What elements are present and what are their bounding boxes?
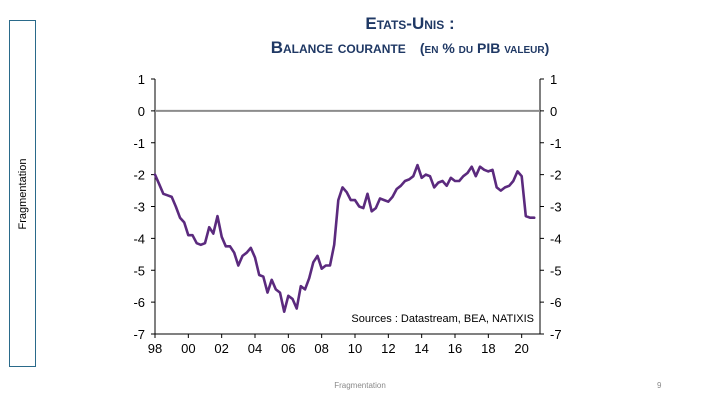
y-tick-label-right: -5 — [550, 263, 562, 278]
x-tick-label: 20 — [514, 341, 528, 356]
x-tick-label: 98 — [148, 341, 162, 356]
y-tick-label-right: -3 — [550, 200, 562, 215]
chart-title-line2: Balance courante (en % du PIB valeur) — [160, 38, 660, 58]
y-tick-label-left: -4 — [133, 231, 145, 246]
page-number: 9 — [657, 381, 662, 390]
y-tick-label-right: -6 — [550, 295, 562, 310]
y-tick-label-left: -7 — [133, 327, 145, 342]
x-tick-label: 04 — [248, 341, 262, 356]
series-line — [153, 163, 536, 314]
y-tick-label-right: -4 — [550, 231, 562, 246]
x-tick-label: 18 — [481, 341, 495, 356]
y-tick-label-left: -6 — [133, 295, 145, 310]
chart-title-country: Etats-Unis : — [365, 14, 455, 33]
footer-label: Fragmentation — [334, 381, 386, 390]
chart-title-unit: (en % du PIB valeur) — [419, 40, 550, 56]
y-tick-label-left: -1 — [133, 136, 145, 151]
chart-title-main: Balance courante — [270, 38, 406, 57]
x-tick-label: 02 — [214, 341, 228, 356]
x-tick-label: 08 — [314, 341, 328, 356]
y-tick-label-left: -5 — [133, 263, 145, 278]
source-annotation: Sources : Datastream, BEA, NATIXIS — [351, 313, 534, 325]
y-tick-label-right: 0 — [550, 104, 557, 119]
y-tick-label-left: -3 — [133, 200, 145, 215]
x-tick-label: 16 — [448, 341, 462, 356]
x-tick-label: 14 — [414, 341, 428, 356]
x-tick-label: 06 — [281, 341, 295, 356]
y-tick-label-left: 1 — [138, 72, 145, 87]
y-tick-label-right: 1 — [550, 72, 557, 87]
y-tick-label-left: -2 — [133, 168, 145, 183]
y-tick-label-left: 0 — [138, 104, 145, 119]
y-tick-label-right: -1 — [550, 136, 562, 151]
x-tick-label: 00 — [181, 341, 195, 356]
x-tick-label: 10 — [348, 341, 362, 356]
y-tick-label-right: -7 — [550, 327, 562, 342]
y-tick-label-right: -2 — [550, 168, 562, 183]
sidebar-box: Fragmentation — [9, 20, 36, 367]
chart-title-line1: Etats-Unis : — [160, 14, 660, 34]
x-tick-label: 12 — [381, 341, 395, 356]
